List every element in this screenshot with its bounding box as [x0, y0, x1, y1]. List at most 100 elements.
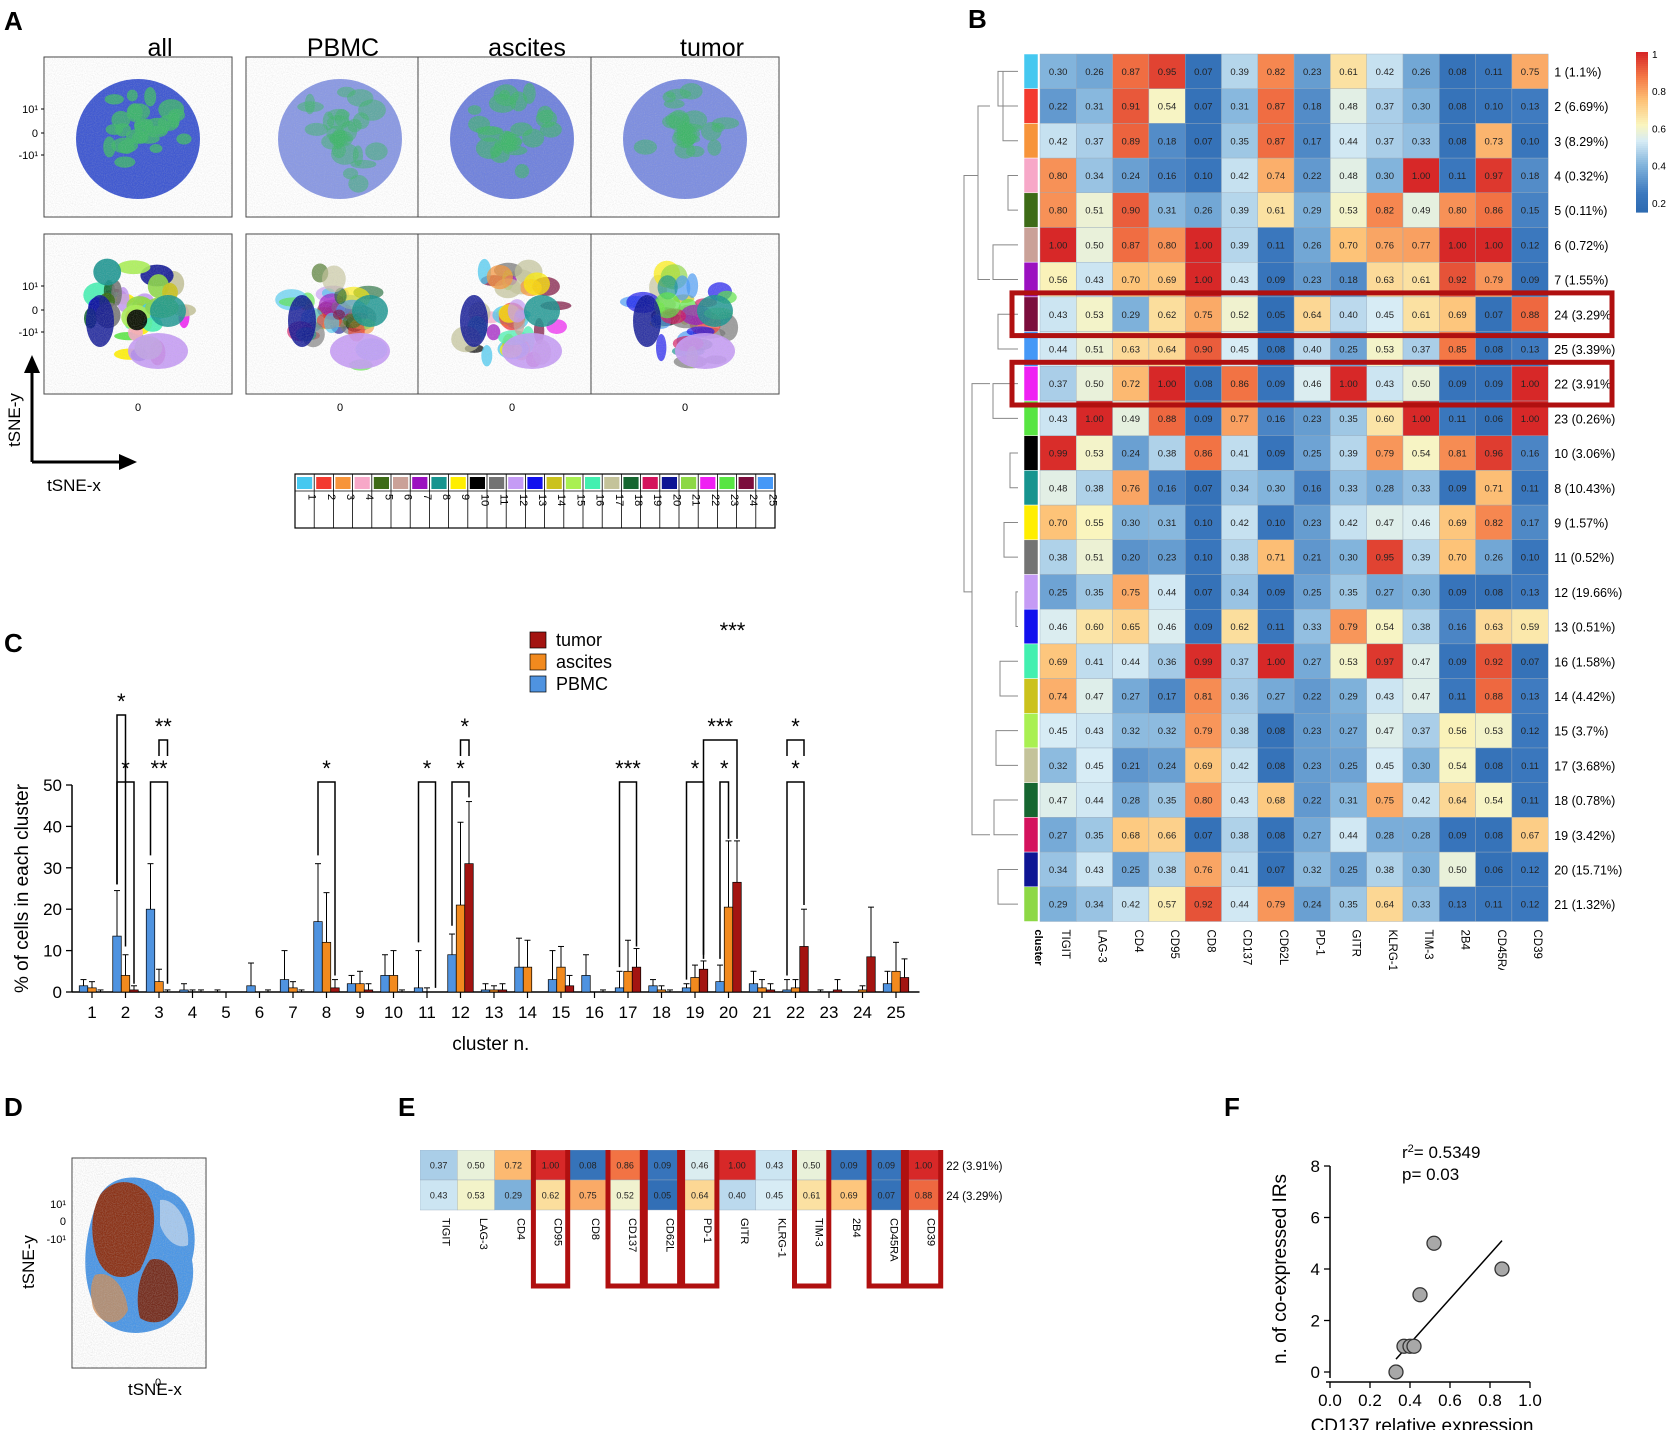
b-value-r10-c9: 1.00 — [1339, 379, 1358, 390]
b-cell-r14-c4 — [1148, 504, 1186, 541]
b-value-r6-c7: 0.11 — [1267, 240, 1285, 251]
b-cell-r25-c11 — [1402, 886, 1440, 922]
b-value-r2-c14: 0.13 — [1521, 102, 1540, 113]
a-xtick: 0 — [682, 402, 688, 414]
colorbar-step — [1636, 96, 1648, 99]
colorbar-step — [1636, 124, 1648, 127]
c-bar-ascites-25 — [891, 970, 901, 993]
colorbar-step — [1636, 120, 1648, 123]
b-value-r6-c11: 0.77 — [1412, 240, 1431, 251]
b-cell-r13-c5 — [1184, 470, 1222, 506]
c-xtick-21: 21 — [753, 1003, 772, 1022]
b-row-label-22: 18 (0.78%) — [1554, 794, 1615, 808]
b-cell-r15-c5 — [1184, 539, 1222, 575]
e-row-label-2: 24 (3.29%) — [946, 1191, 1002, 1203]
b-cell-r4-c13 — [1475, 157, 1513, 193]
b-value-r20-c14: 0.12 — [1521, 726, 1540, 737]
c-bar-tumor-13 — [497, 989, 508, 993]
b-value-r2-c5: 0.07 — [1194, 102, 1213, 113]
f-stat-r2-label: r — [1402, 1143, 1408, 1162]
sig-c22-low — [786, 781, 805, 976]
b-value-r11-c12: 0.11 — [1449, 414, 1467, 425]
colorbar-tick-2: 0.8 — [1652, 87, 1666, 98]
b-value-r15-c4: 0.23 — [1158, 553, 1177, 564]
cluster-color-22 — [1023, 782, 1039, 818]
b-cell-r16-c12 — [1439, 574, 1476, 610]
b-cell-r20-c3 — [1112, 713, 1150, 749]
b-cluster-col-label: cluster — [1032, 930, 1044, 967]
panel-label-a: A — [4, 6, 23, 36]
sig-c2-low — [116, 781, 135, 984]
b-value-r24-c7: 0.07 — [1267, 865, 1286, 876]
tsne-grain — [44, 234, 232, 394]
e-cell-r2-c7 — [643, 1179, 682, 1211]
b-value-r20-c12: 0.56 — [1448, 726, 1467, 737]
panel-c-bar-chart: 0 10 20 30 40 50 % of cells in each cluster clu… — [12, 620, 920, 1055]
b-value-r11-c6: 0.77 — [1230, 414, 1249, 425]
b-value-r25-c8: 0.24 — [1303, 900, 1322, 911]
e-marker-1: TIGIT — [440, 1218, 452, 1246]
b-value-r13-c8: 0.16 — [1303, 483, 1322, 494]
b-value-r13-c9: 0.33 — [1339, 483, 1358, 494]
b-value-r3-c2: 0.37 — [1085, 136, 1104, 147]
a-ytick-3: -10¹ — [18, 327, 38, 339]
b-value-r8-c12: 0.69 — [1448, 310, 1467, 321]
b-value-r1-c14: 0.75 — [1521, 67, 1540, 78]
legend-number-10: 10 — [478, 494, 490, 506]
c-bar-pbmc-18 — [648, 985, 658, 993]
b-value-r4-c2: 0.34 — [1085, 171, 1104, 182]
e-value-r2-c5: 0.75 — [579, 1191, 597, 1201]
colorbar-tick-5: 0.2 — [1652, 199, 1666, 210]
b-cell-r1-c13 — [1475, 53, 1513, 89]
b-cell-r2-c11 — [1402, 88, 1440, 124]
b-value-r10-c6: 0.86 — [1230, 379, 1249, 390]
colorbar-step — [1636, 208, 1648, 211]
cluster-color-2 — [1023, 88, 1039, 124]
b-cell-r21-c7 — [1257, 747, 1295, 783]
b-cell-r5-c13 — [1475, 192, 1513, 228]
b-value-r15-c10: 0.95 — [1376, 553, 1395, 564]
b-cell-r23-c2 — [1076, 817, 1113, 853]
e-cell-r2-c5 — [568, 1179, 607, 1211]
e-value-r2-c8: 0.64 — [691, 1191, 709, 1201]
b-row-label-16: 12 (19.66%) — [1554, 586, 1622, 600]
b-value-r25-c1: 0.29 — [1049, 900, 1068, 911]
legend-swatch-12 — [508, 477, 524, 489]
b-value-r22-c6: 0.43 — [1230, 796, 1249, 807]
b-value-r5-c11: 0.49 — [1412, 206, 1431, 217]
b-value-r21-c7: 0.08 — [1267, 761, 1286, 772]
b-cell-r20-c10 — [1366, 713, 1404, 749]
c-xlabel: cluster n. — [452, 1034, 529, 1055]
b-value-r16-c1: 0.25 — [1049, 587, 1068, 598]
colorbar-step — [1636, 122, 1648, 125]
b-value-r24-c14: 0.12 — [1521, 865, 1540, 876]
b-value-r4-c4: 0.16 — [1158, 171, 1177, 182]
colorbar-step — [1636, 196, 1648, 199]
b-cell-r13-c14 — [1511, 470, 1549, 506]
e-marker-14: CD39 — [925, 1218, 937, 1246]
c-bar-tumor-19 — [698, 968, 709, 993]
b-cell-r17-c4 — [1148, 609, 1186, 645]
b-cell-r21-c4 — [1148, 747, 1186, 783]
b-marker-10: KLRG-1 — [1386, 930, 1398, 971]
b-cell-r8-c1 — [1039, 296, 1077, 332]
b-value-r14-c5: 0.10 — [1194, 518, 1213, 529]
b-cell-r19-c4 — [1148, 678, 1186, 714]
b-value-r15-c11: 0.39 — [1412, 553, 1431, 564]
b-value-r21-c9: 0.25 — [1339, 761, 1358, 772]
tsne-grain — [246, 57, 434, 217]
b-value-r9-c12: 0.85 — [1448, 344, 1467, 355]
b-value-r21-c6: 0.42 — [1230, 761, 1249, 772]
f-xtick-4: 0.8 — [1478, 1391, 1502, 1410]
b-value-r6-c12: 1.00 — [1448, 240, 1467, 251]
c-xtick-19: 19 — [686, 1003, 705, 1022]
b-value-r6-c8: 0.26 — [1303, 240, 1322, 251]
sig-c17 — [618, 781, 638, 968]
b-cell-r12-c12 — [1439, 435, 1476, 471]
c-bar-pbmc-25 — [882, 983, 893, 993]
legend-number-2: 2 — [325, 494, 337, 500]
e-value-r1-c9: 1.00 — [728, 1161, 746, 1171]
d-ytick-1: 10¹ — [50, 1199, 66, 1211]
b-value-r19-c1: 0.74 — [1049, 691, 1068, 702]
b-cell-r2-c8 — [1293, 88, 1331, 124]
